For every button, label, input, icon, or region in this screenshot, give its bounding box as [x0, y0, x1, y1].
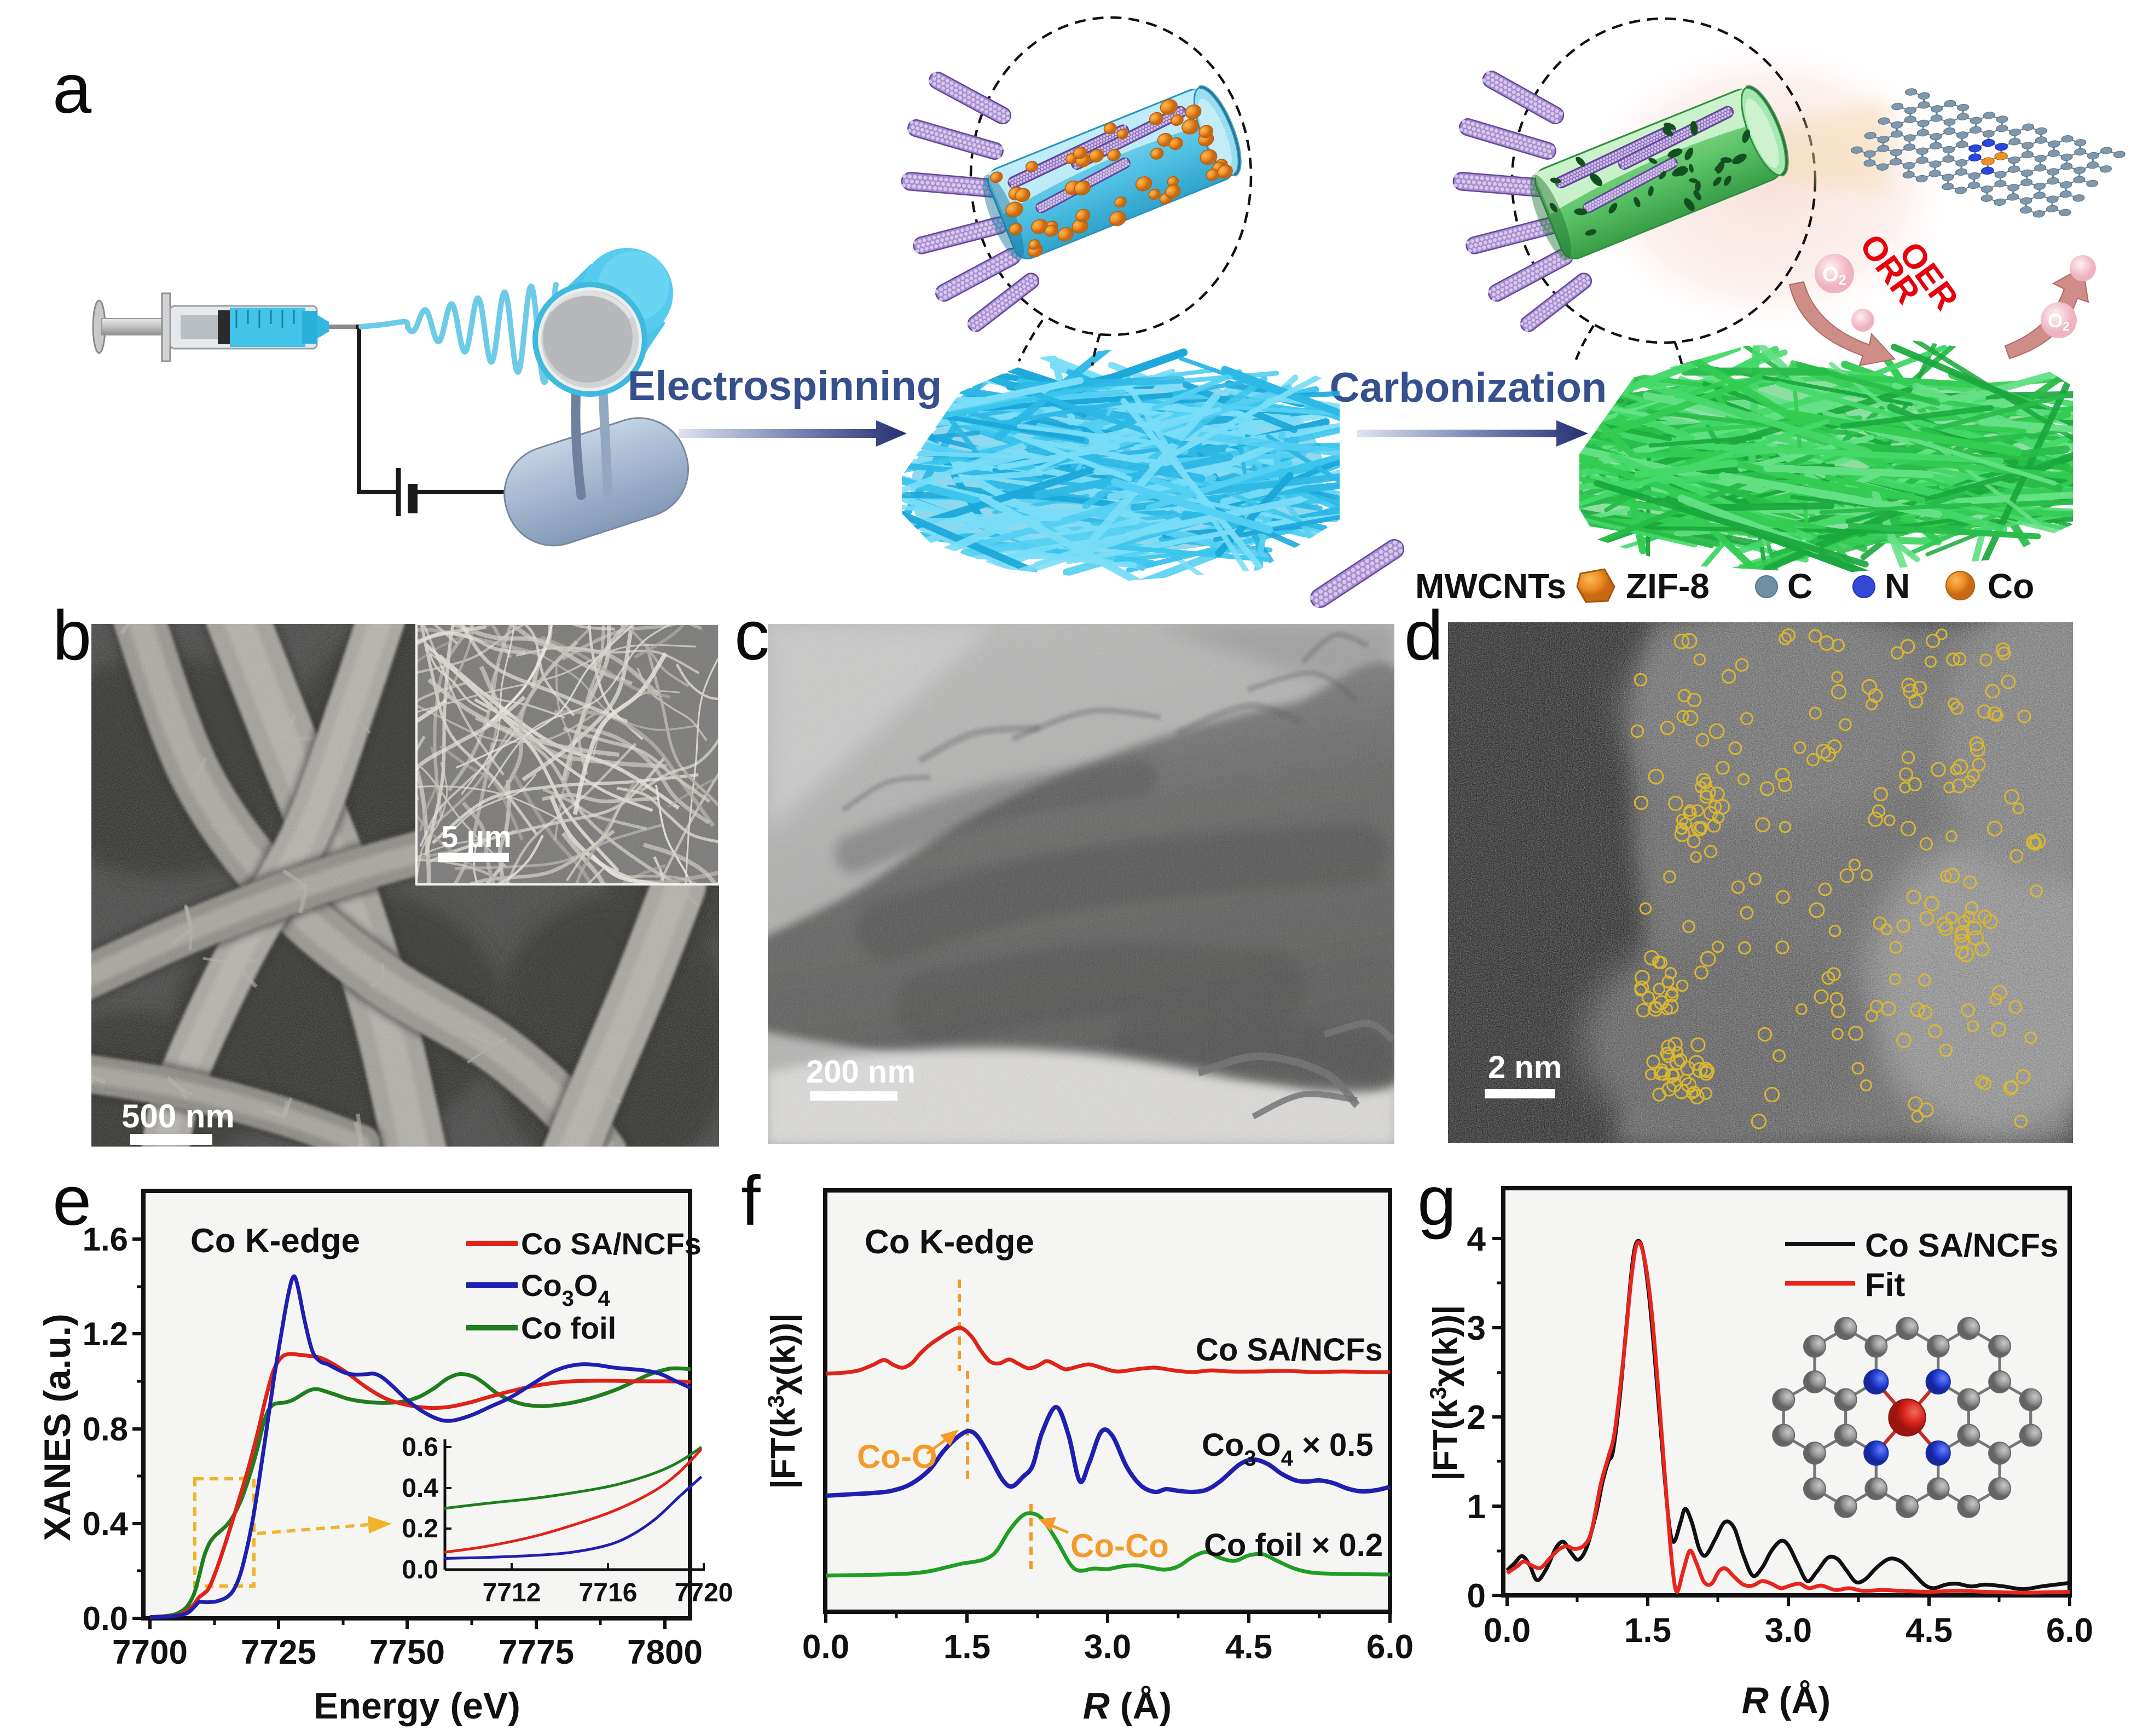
svg-text:3.0: 3.0	[1084, 1628, 1131, 1666]
svg-text:0.2: 0.2	[402, 1514, 438, 1543]
svg-text:0.6: 0.6	[402, 1433, 438, 1462]
svg-text:d: d	[1404, 597, 1443, 675]
svg-text:Co SA/NCFs: Co SA/NCFs	[1196, 1332, 1383, 1368]
svg-text:2: 2	[1467, 1399, 1486, 1437]
svg-text:4.5: 4.5	[1905, 1612, 1953, 1650]
svg-text:500 nm: 500 nm	[121, 1098, 235, 1135]
svg-text:1.5: 1.5	[943, 1628, 991, 1666]
svg-text:R (Å): R (Å)	[1083, 1685, 1172, 1727]
svg-text:a: a	[53, 50, 92, 128]
svg-text:b: b	[53, 597, 91, 675]
svg-text:Co SA/NCFs: Co SA/NCFs	[1865, 1227, 2058, 1264]
svg-text:Carbonization: Carbonization	[1330, 364, 1607, 411]
svg-text:Energy (eV): Energy (eV)	[314, 1685, 520, 1727]
svg-text:Co-Co: Co-Co	[1070, 1527, 1169, 1564]
svg-text:7712: 7712	[483, 1578, 541, 1607]
svg-text:Co foil × 0.2: Co foil × 0.2	[1204, 1527, 1383, 1563]
svg-text:Co: Co	[1988, 566, 2034, 606]
svg-text:0.4: 0.4	[83, 1506, 129, 1542]
svg-text:4: 4	[1467, 1220, 1486, 1258]
svg-text:6.0: 6.0	[1366, 1628, 1414, 1666]
svg-text:ZIF-8: ZIF-8	[1626, 566, 1710, 606]
svg-text:0.0: 0.0	[83, 1600, 128, 1637]
svg-text:1.5: 1.5	[1624, 1612, 1671, 1650]
svg-text:1.6: 1.6	[83, 1221, 128, 1258]
svg-text:C: C	[1787, 566, 1812, 606]
svg-text:200 nm: 200 nm	[806, 1054, 916, 1090]
svg-text:7700: 7700	[112, 1634, 188, 1671]
svg-text:g: g	[1417, 1162, 1456, 1240]
svg-text:4.5: 4.5	[1225, 1628, 1272, 1666]
svg-text:XANES (a.u.): XANES (a.u.)	[37, 1313, 78, 1541]
svg-text:Co foil: Co foil	[521, 1311, 616, 1345]
svg-text:7750: 7750	[369, 1634, 445, 1671]
svg-text:0.0: 0.0	[402, 1555, 438, 1584]
svg-text:0.4: 0.4	[402, 1474, 438, 1503]
svg-text:5 µm: 5 µm	[441, 819, 512, 854]
svg-text:0.0: 0.0	[1484, 1612, 1531, 1650]
svg-text:0.0: 0.0	[802, 1628, 849, 1666]
svg-text:N: N	[1885, 566, 1910, 606]
svg-text:7725: 7725	[241, 1634, 316, 1671]
svg-text:Co K-edge: Co K-edge	[865, 1223, 1034, 1261]
svg-text:3: 3	[1467, 1310, 1486, 1347]
svg-text:7800: 7800	[627, 1634, 703, 1671]
svg-text:Co3O4: Co3O4	[521, 1268, 610, 1311]
svg-text:3.0: 3.0	[1765, 1612, 1812, 1650]
svg-text:c: c	[734, 597, 769, 675]
svg-text:0: 0	[1467, 1577, 1486, 1615]
svg-text:7775: 7775	[499, 1634, 574, 1671]
svg-text:1: 1	[1467, 1488, 1486, 1526]
svg-text:Co K-edge: Co K-edge	[190, 1222, 360, 1260]
svg-text:0.8: 0.8	[83, 1411, 128, 1448]
svg-text:6.0: 6.0	[2046, 1612, 2093, 1650]
svg-text:1.2: 1.2	[83, 1316, 128, 1352]
svg-text:Co SA/NCFs: Co SA/NCFs	[521, 1226, 702, 1261]
svg-text:7716: 7716	[579, 1578, 638, 1607]
svg-text:R (Å): R (Å)	[1742, 1680, 1831, 1721]
svg-text:7720: 7720	[675, 1578, 733, 1607]
svg-text:Fit: Fit	[1865, 1266, 1905, 1303]
svg-text:Electrospinning: Electrospinning	[628, 363, 942, 409]
svg-text:f: f	[741, 1162, 761, 1240]
svg-text:e: e	[53, 1162, 91, 1240]
svg-text:Co-O: Co-O	[857, 1438, 937, 1475]
svg-text:MWCNTs: MWCNTs	[1415, 566, 1566, 606]
svg-text:2 nm: 2 nm	[1488, 1050, 1562, 1085]
